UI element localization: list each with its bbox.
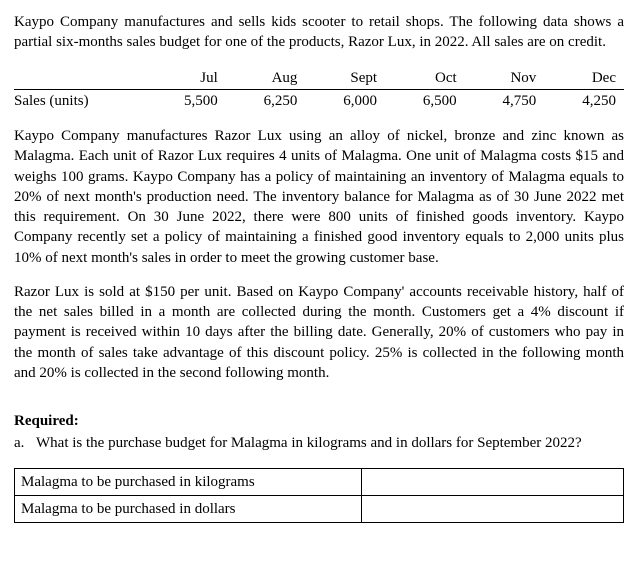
sales-dec: 4,250	[544, 89, 624, 112]
sales-jul: 5,500	[146, 89, 226, 112]
req-a-marker: a.	[14, 433, 36, 453]
paragraph-2: Kaypo Company manufactures Razor Lux usi…	[14, 126, 624, 268]
requirement-a: a. What is the purchase budget for Malag…	[14, 433, 624, 453]
answer-row2-value	[362, 495, 624, 522]
answer-row2-label: Malagma to be purchased in dollars	[15, 495, 362, 522]
col-header-nov: Nov	[465, 67, 545, 90]
sales-oct: 6,500	[385, 89, 465, 112]
col-header-jul: Jul	[146, 67, 226, 90]
sales-table: Jul Aug Sept Oct Nov Dec Sales (units) 5…	[14, 67, 624, 113]
col-header-aug: Aug	[226, 67, 306, 90]
answer-row1-label: Malagma to be purchased in kilograms	[15, 468, 362, 495]
row-label-sales: Sales (units)	[14, 89, 146, 112]
required-section: Required: a. What is the purchase budget…	[14, 411, 624, 454]
table-corner-cell	[14, 67, 146, 90]
col-header-oct: Oct	[385, 67, 465, 90]
intro-paragraph: Kaypo Company manufactures and sells kid…	[14, 12, 624, 53]
answer-row1-value	[362, 468, 624, 495]
answer-table: Malagma to be purchased in kilograms Mal…	[14, 468, 624, 524]
col-header-dec: Dec	[544, 67, 624, 90]
sales-aug: 6,250	[226, 89, 306, 112]
col-header-sept: Sept	[305, 67, 385, 90]
req-a-text: What is the purchase budget for Malagma …	[36, 433, 582, 453]
required-label: Required:	[14, 411, 624, 431]
sales-sept: 6,000	[305, 89, 385, 112]
paragraph-3: Razor Lux is sold at $150 per unit. Base…	[14, 282, 624, 383]
sales-nov: 4,750	[465, 89, 545, 112]
